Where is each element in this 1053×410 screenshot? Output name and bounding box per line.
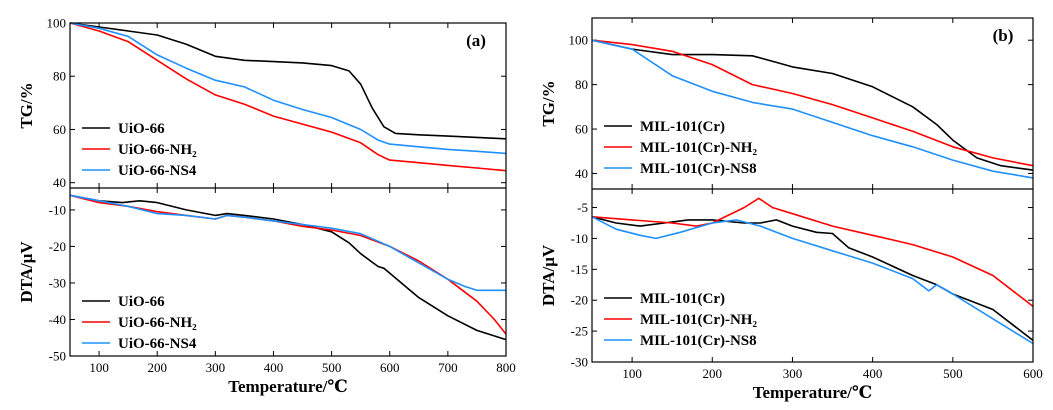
legend-label: MIL-101(Cr) [640,119,725,135]
y-tick-label: 100 [569,33,589,48]
series-line [69,22,507,172]
x-tick-label: 500 [322,360,342,375]
series-line [591,39,1034,167]
y-axis-label: DTA/μV [539,244,558,306]
legend-label: UiO-66 [118,121,165,137]
y-tick-label: 60 [575,122,588,137]
y-tick-label: 80 [575,77,588,92]
y-axis-label: TG/% [539,80,558,126]
legend-label: UiO-66-NS4 [118,163,197,179]
y-tick-label: 100 [47,16,67,31]
panel-label: (a) [466,31,486,50]
y-tick-label: -20 [571,293,588,308]
x-tick-label: 400 [863,366,883,381]
x-tick-label: 300 [783,366,803,381]
legend-label: UiO-66-NH₂ [118,315,197,331]
series-line [69,194,506,292]
panel-a: 40 60 80 100 UiO-66 UiO-66-NH₂ UiO-66-NS4 TG/% -… [17,16,516,397]
x-tick-label: 700 [438,360,458,375]
legend-label: UiO-66-NS4 [118,336,197,352]
dta-subplot: -50 -40 -30 -20 -10 100 200 300 400 500 600 700 800 U… [17,188,516,375]
legend-label: UiO-66-NH₂ [118,142,197,158]
y-tick-label: -40 [49,312,66,327]
series-line [591,197,1034,308]
y-tick-label: 60 [53,122,66,137]
x-axis-label: Temperature/℃ [228,377,348,396]
series-line [69,194,507,335]
x-axis-label: Temperature/℃ [753,383,873,402]
series-line [69,22,507,140]
legend-label: MIL-101(Cr)-NS8 [640,161,757,177]
y-tick-label: -30 [49,275,66,290]
x-tick-label: 100 [622,366,642,381]
legend-label: MIL-101(Cr)-NH₂ [640,312,757,328]
tg-subplot: 40 60 80 100 MIL-101(Cr) MIL-101(Cr)-NH₂ MIL-1… [539,18,1034,189]
y-axis-label: DTA/μV [17,241,36,303]
tg-subplot: 40 60 80 100 UiO-66 UiO-66-NH₂ UiO-66-NS4 TG/% [17,16,507,190]
series-line [591,39,1034,179]
x-tick-label: 500 [943,366,963,381]
plot-frame [591,17,1034,363]
y-tick-label: -10 [571,231,588,246]
x-tick-label: 200 [703,366,723,381]
x-tick-label: 300 [206,360,226,375]
y-tick-label: -15 [571,262,588,277]
y-tick-label: -50 [49,349,66,364]
series-line [591,216,1034,345]
legend-label: MIL-101(Cr) [640,291,725,307]
dta-subplot: -30 -25 -20 -15 -10 -5 100 200 300 400 500 600 MIL-1… [539,189,1043,381]
x-tick-label: 800 [496,360,516,375]
x-tick-label: 100 [89,360,109,375]
panel-label: (b) [993,26,1014,45]
y-tick-label: 40 [53,175,66,190]
y-axis-label: TG/% [17,82,36,128]
panel-b: 40 60 80 100 MIL-101(Cr) MIL-101(Cr)-NH₂ MIL-1… [539,17,1043,402]
plot-frame [69,22,507,357]
legend-label: MIL-101(Cr)-NS8 [640,333,757,349]
y-tick-label: -5 [577,200,588,215]
legend-label: UiO-66 [118,294,165,310]
x-tick-label: 600 [380,360,400,375]
y-tick-label: -30 [571,355,588,370]
x-tick-label: 200 [147,360,167,375]
y-tick-label: -25 [571,324,588,339]
y-tick-label: -10 [49,202,66,217]
x-tick-label: 400 [264,360,284,375]
y-tick-label: 40 [575,166,588,181]
y-tick-label: 80 [53,69,66,84]
x-tick-label: 600 [1023,366,1043,381]
series-line [69,22,507,155]
legend-label: MIL-101(Cr)-NH₂ [640,140,757,156]
y-tick-label: -20 [49,239,66,254]
